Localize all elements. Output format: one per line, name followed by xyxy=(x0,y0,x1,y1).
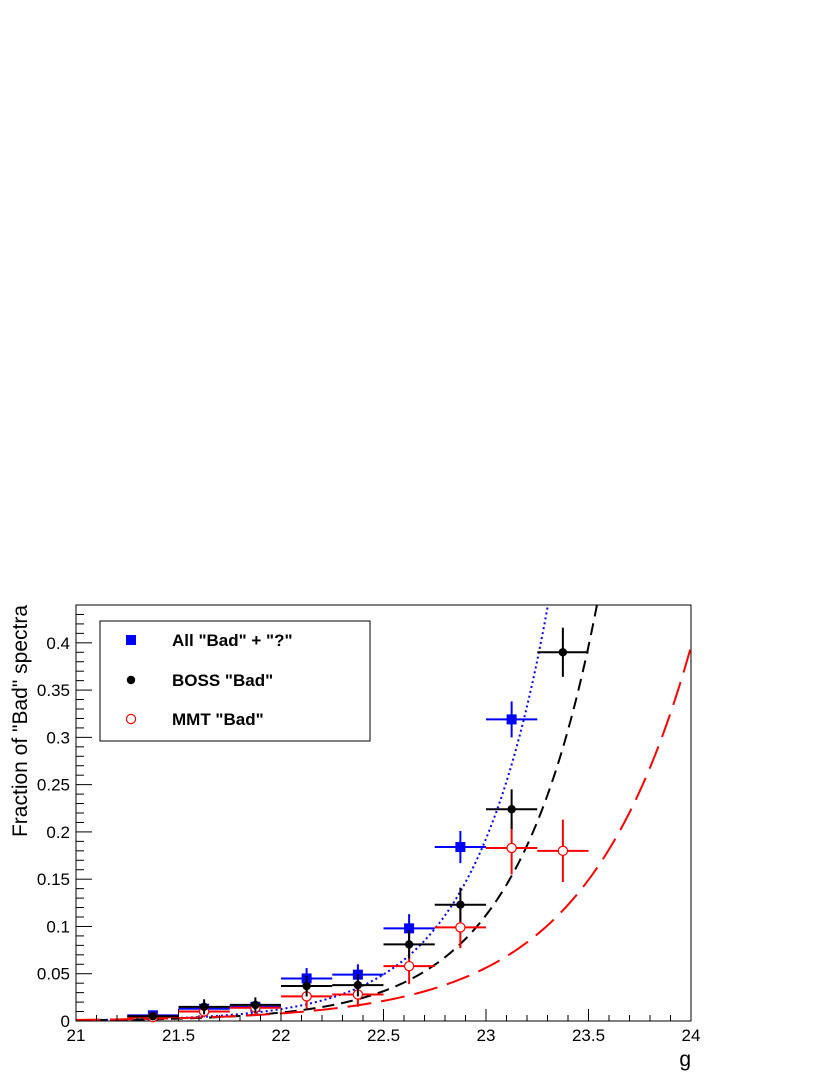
x-tick-label: 23 xyxy=(477,1026,496,1045)
axis-ticks: 21 21.5 22 22.5 23 23.5 24 0 0.05 0.1 0.15 0.2 0.25 0… xyxy=(37,604,701,1045)
legend-label-boss-bad: BOSS "Bad" xyxy=(172,671,273,690)
x-tick-label: 21 xyxy=(67,1026,86,1045)
data-point-marker xyxy=(302,981,311,991)
x-tick-label: 21.5 xyxy=(162,1026,195,1045)
data-point-marker xyxy=(455,922,466,933)
x-tick-label: 23.5 xyxy=(572,1026,605,1045)
y-tick-label: 0.35 xyxy=(37,681,70,700)
legend-marker-all-bad xyxy=(126,635,136,645)
data-point-marker xyxy=(455,842,466,853)
data-points xyxy=(127,627,589,1023)
data-point-marker xyxy=(353,980,363,990)
y-tick-label: 0.05 xyxy=(37,965,70,984)
legend-marker-boss-bad xyxy=(126,675,136,685)
y-tick-label: 0.1 xyxy=(46,917,70,936)
data-point-marker xyxy=(404,923,415,934)
data-point-marker xyxy=(456,900,465,909)
y-tick-label: 0.4 xyxy=(46,634,70,653)
data-point-marker xyxy=(403,960,415,972)
x-axis-title: g xyxy=(679,1048,691,1071)
x-tick-label: 24 xyxy=(682,1026,701,1045)
y-tick-label: 0.3 xyxy=(46,728,70,747)
y-axis-title: Fraction of "Bad" spectra xyxy=(9,605,32,837)
data-point-marker xyxy=(506,842,517,854)
data-point-marker xyxy=(558,648,568,657)
legend-label-mmt-bad: MMT "Bad" xyxy=(172,710,264,729)
data-point-marker xyxy=(148,1012,158,1021)
x-tick-label: 22 xyxy=(272,1026,291,1045)
legend: All "Bad" + "?" BOSS "Bad" MMT "Bad" xyxy=(99,620,371,742)
data-point-marker xyxy=(404,940,414,949)
data-point-marker xyxy=(557,845,569,857)
legend-marker-mmt-bad xyxy=(125,713,137,725)
data-point-marker xyxy=(506,714,517,725)
y-tick-label: 0.2 xyxy=(46,823,70,842)
y-tick-label: 0.25 xyxy=(37,776,70,795)
data-point-marker xyxy=(251,1000,260,1010)
data-point-marker xyxy=(199,1002,209,1012)
legend-label-all-bad: All "Bad" + "?" xyxy=(172,631,293,650)
legend-box xyxy=(99,620,371,742)
y-tick-label: 0 xyxy=(61,1012,70,1031)
y-tick-label: 0.15 xyxy=(37,870,70,889)
data-point-marker xyxy=(507,805,516,814)
x-tick-label: 22.5 xyxy=(367,1026,400,1045)
